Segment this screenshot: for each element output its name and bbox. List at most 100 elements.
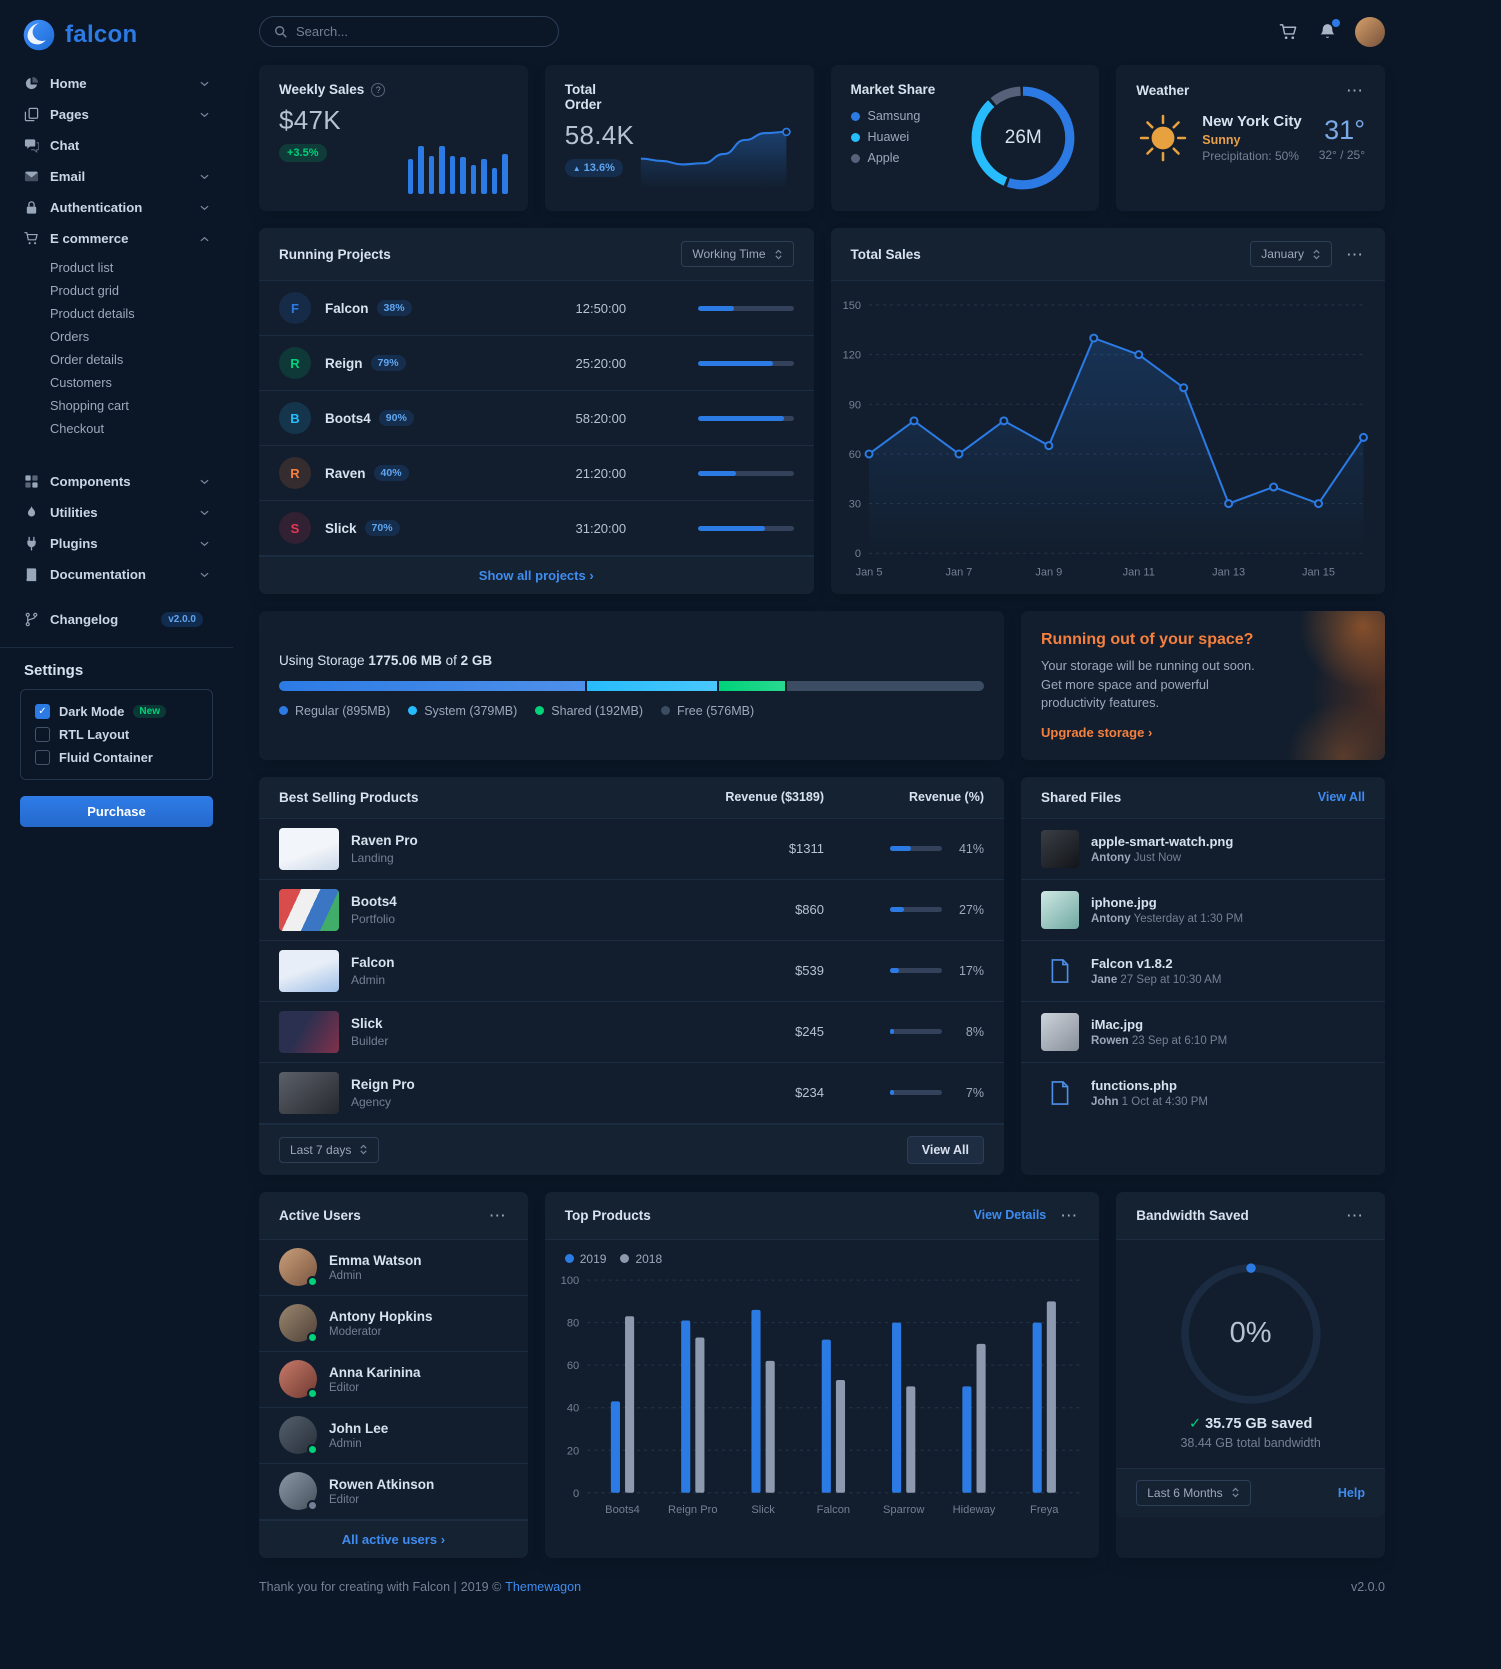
legend-item: Apple [850, 151, 936, 165]
sidebar-item-label: Chat [50, 138, 80, 153]
sidebar-item-components[interactable]: Components [0, 466, 233, 497]
sidebar-subitem-shopping-cart[interactable]: Shopping cart [50, 398, 129, 413]
bandwidth-saved-card: Bandwidth Saved ⋯ 0% ✓ 35.75 GB saved 38.… [1116, 1191, 1385, 1558]
checkbox-icon [35, 750, 50, 765]
status-dot [307, 1276, 318, 1288]
setting-rtl-layout[interactable]: RTL Layout [35, 723, 198, 746]
bar [491, 168, 498, 194]
product-revenue: $539 [795, 963, 824, 979]
chevron-right-icon: › [440, 1531, 446, 1547]
months-select[interactable]: Last 6 Months [1136, 1479, 1251, 1506]
card-menu-button[interactable]: ⋯ [1346, 1205, 1363, 1225]
nav-divider [0, 452, 233, 466]
sidebar-item-plugins[interactable]: Plugins [0, 528, 233, 559]
file-author: John [1091, 1095, 1119, 1108]
revenue-pct-label: 27% [958, 902, 984, 917]
purchase-button[interactable]: Purchase [20, 796, 213, 827]
sidebar-item-e-commerce[interactable]: E commerce [0, 223, 233, 254]
svg-text:Jan 15: Jan 15 [1302, 566, 1335, 578]
user-text: Anna Karinina Editor [329, 1365, 421, 1394]
svg-text:90: 90 [848, 399, 860, 411]
users-list: Emma Watson Admin Antony Hopkins Moderator A… [259, 1240, 528, 1520]
period-select[interactable]: Last 7 days [279, 1136, 380, 1163]
sidebar-subitem-orders[interactable]: Orders [50, 329, 90, 344]
notifications-button[interactable] [1316, 19, 1340, 43]
sidebar-item-chat[interactable]: Chat [0, 130, 233, 161]
show-all-projects-link[interactable]: Show all projects › [479, 568, 594, 583]
sidebar-subitem-customers[interactable]: Customers [50, 375, 112, 390]
sidebar-item-pages[interactable]: Pages [0, 99, 233, 130]
all-active-users-link[interactable]: All active users › [342, 1532, 445, 1547]
files-view-all-link[interactable]: View All [1317, 790, 1365, 805]
chevron-down-icon [200, 112, 209, 118]
bandwidth-total-text: 38.44 GB total bandwidth [1180, 1435, 1321, 1450]
profile-avatar[interactable] [1355, 16, 1385, 47]
card-menu-button[interactable]: ⋯ [488, 1205, 506, 1225]
revenue-bar-fill [890, 846, 912, 852]
card-menu-button[interactable]: ⋯ [1060, 1205, 1078, 1225]
project-time: 31:20:00 [575, 520, 627, 536]
brand-logo[interactable]: falcon [0, 14, 233, 68]
setting-label: Fluid Container [59, 750, 153, 765]
product-name: Raven Pro [351, 832, 418, 848]
setting-fluid-container[interactable]: Fluid Container [35, 746, 198, 769]
themewagon-link[interactable]: Themewagon [505, 1579, 582, 1594]
search-box[interactable] [259, 16, 559, 47]
setting-dark-mode[interactable]: ✓ Dark Mode New [35, 700, 198, 723]
sidebar-item-utilities[interactable]: Utilities [0, 497, 233, 528]
sidebar-subitem-order-details[interactable]: Order details [50, 352, 124, 367]
sidebar-item-email[interactable]: Email [0, 161, 233, 192]
legend-item: Regular (895MB) [279, 704, 390, 718]
storage-usage-bar [279, 680, 984, 691]
product-text: Boots4 Portfolio [351, 894, 397, 926]
view-all-button[interactable]: View All [906, 1135, 984, 1164]
card-menu-button[interactable]: ⋯ [1346, 81, 1363, 100]
help-icon[interactable]: ? [371, 82, 386, 97]
version-badge: v2.0.0 [161, 612, 203, 627]
user-name: Anna Karinina [329, 1364, 421, 1380]
revenue-bar [890, 1090, 942, 1096]
product-revenue-pct: 17% [824, 964, 984, 978]
cart-button[interactable] [1277, 21, 1300, 43]
product-text: Slick Builder [351, 1016, 388, 1048]
sidebar-item-home[interactable]: Home [0, 68, 233, 99]
product-text: Raven Pro Landing [351, 833, 418, 865]
sidebar-item-authentication[interactable]: Authentication [0, 192, 233, 223]
sidebar-item-changelog[interactable]: Changelog v2.0.0 [0, 604, 233, 635]
weekly-sales-bar-chart [407, 130, 508, 194]
total-sales-chart-wrap: 0 30 60 90 120 150 Jan 5 Jan 7 Jan 9 Jan 11 Jan 13… [831, 281, 1386, 591]
shared-files-title: Shared Files [1041, 789, 1122, 805]
svg-text:Jan 7: Jan 7 [945, 566, 972, 578]
chevron-right-icon: › [1147, 724, 1153, 740]
select-value: Last 6 Months [1147, 1485, 1223, 1500]
setting-label: RTL Layout [59, 727, 130, 742]
select-value: January [1261, 247, 1304, 261]
project-row: S Slick 70% 31:20:00 [259, 501, 814, 556]
bandwidth-title: Bandwidth Saved [1136, 1207, 1249, 1223]
card-menu-button[interactable]: ⋯ [1346, 244, 1363, 264]
decorative-shapes [1235, 611, 1385, 760]
sidebar-subitem-product-list[interactable]: Product list [50, 260, 114, 275]
fire-icon [24, 505, 40, 520]
products-table-body: Raven Pro Landing $1311 41% Boots4 Portfolio $… [259, 819, 1004, 1124]
project-percent-badge: 90% [378, 410, 414, 426]
select-arrows-icon [1232, 1487, 1239, 1498]
help-link[interactable]: Help [1337, 1485, 1365, 1500]
sidebar-item-documentation[interactable]: Documentation [0, 559, 233, 590]
svg-text:20: 20 [567, 1445, 579, 1457]
chevron-down-icon [200, 510, 209, 516]
upgrade-storage-link[interactable]: Upgrade storage › [1041, 725, 1152, 740]
search-input[interactable] [296, 24, 544, 39]
legend-label: Free (576MB) [677, 703, 755, 718]
sidebar-subitem-product-details[interactable]: Product details [50, 306, 135, 321]
working-time-select[interactable]: Working Time [681, 241, 794, 267]
view-details-link[interactable]: View Details [973, 1208, 1047, 1223]
setting-label: Dark Mode [59, 704, 125, 719]
sidebar-subitem-product-grid[interactable]: Product grid [50, 283, 119, 298]
svg-text:Jan 9: Jan 9 [1035, 566, 1062, 578]
sidebar-subitem-checkout[interactable]: Checkout [50, 421, 105, 436]
chart-pie-icon [24, 76, 40, 91]
upsell-title: Running out of your space? [1041, 631, 1254, 648]
month-select[interactable]: January [1250, 241, 1332, 267]
plug-icon [24, 536, 40, 551]
